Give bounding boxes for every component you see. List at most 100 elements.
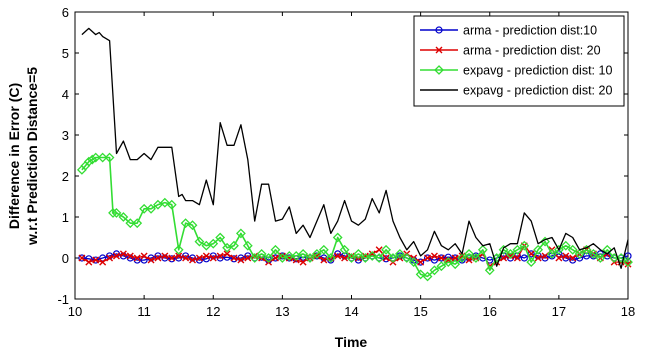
data-point: [270, 244, 281, 255]
data-point: [182, 254, 190, 262]
data-point: [360, 253, 371, 263]
data-point: [299, 258, 307, 266]
data-point: [348, 252, 355, 260]
data-point: [140, 256, 148, 264]
y-tick-label: -1: [57, 292, 69, 307]
data-point: [305, 253, 315, 263]
data-point: [223, 250, 231, 258]
data-point: [147, 256, 155, 264]
data-point: [263, 253, 274, 263]
y-tick-label: 3: [62, 128, 69, 143]
data-point: [244, 254, 252, 262]
data-point: [106, 254, 114, 262]
data-point: [417, 258, 425, 266]
data-point: [560, 240, 571, 251]
data-point: [146, 203, 156, 214]
data-point: [505, 248, 516, 259]
data-point: [437, 254, 445, 262]
data-point: [154, 254, 162, 262]
data-point: [325, 253, 336, 263]
x-axis: 10 11 12 13 14 15 16 17 18: [68, 12, 635, 319]
data-point: [284, 251, 295, 261]
data-point: [126, 252, 134, 260]
data-point: [429, 265, 440, 276]
x-tick-label: 15: [413, 304, 427, 319]
data-point: [353, 248, 364, 259]
data-point: [320, 256, 328, 264]
data-point: [230, 254, 238, 262]
data-point: [90, 152, 101, 163]
legend: arma - prediction dist:10 arma - predicti…: [413, 15, 625, 107]
data-point: [168, 254, 176, 262]
data-point: [215, 232, 226, 243]
data-point: [422, 271, 433, 282]
data-point: [139, 203, 150, 214]
data-point: [242, 240, 253, 251]
data-point: [78, 254, 86, 262]
y-axis-label-line2: w.r.t Prediction Distance=5: [24, 67, 40, 246]
legend-entry: arma - prediction dist: 20: [420, 44, 601, 58]
data-point: [500, 254, 508, 262]
data-point: [389, 254, 397, 262]
data-point: [237, 256, 245, 264]
data-point: [175, 252, 183, 260]
data-point: [168, 255, 176, 263]
data-point: [464, 248, 474, 259]
data-point: [161, 252, 169, 260]
data-point: [92, 256, 100, 264]
legend-entry: expavg - prediction dist: 10: [420, 64, 612, 78]
data-point: [271, 254, 279, 262]
y-tick-label: 0: [62, 251, 69, 266]
data-point: [334, 252, 342, 260]
data-point: [201, 240, 212, 251]
data-point: [512, 244, 523, 255]
data-point: [189, 256, 197, 264]
data-point: [408, 257, 419, 268]
data-point: [118, 212, 129, 222]
data-point: [465, 256, 473, 264]
data-point: [498, 244, 509, 255]
data-point: [458, 252, 466, 260]
data-point: [318, 244, 329, 255]
x-tick-label: 12: [206, 304, 220, 319]
data-point: [332, 232, 343, 243]
data-point: [104, 152, 115, 163]
y-tick-label: 6: [62, 5, 69, 20]
legend-entry: expavg - prediction dist: 20: [420, 84, 612, 98]
data-point: [403, 254, 411, 262]
data-point: [159, 197, 170, 208]
y-axis-label-line1: Difference in Error (C): [6, 83, 22, 229]
data-point: [534, 254, 542, 262]
y-tick-label: 2: [62, 169, 69, 184]
data-point: [277, 253, 288, 263]
data-point: [298, 248, 309, 259]
data-point: [437, 254, 445, 262]
data-point: [249, 253, 260, 263]
data-point: [382, 254, 390, 262]
data-point: [187, 220, 198, 231]
data-point: [569, 254, 577, 262]
data-point: [291, 251, 302, 261]
data-point: [346, 253, 357, 263]
data-point: [477, 244, 488, 255]
data-point: [424, 254, 432, 262]
data-point: [367, 251, 378, 261]
x-tick-label: 14: [344, 304, 358, 319]
data-point: [471, 253, 481, 263]
legend-label: expavg - prediction dist: 10: [463, 64, 612, 78]
data-point: [153, 199, 163, 210]
data-point: [567, 244, 578, 255]
x-tick-label: 17: [552, 304, 566, 319]
legend-marker: [435, 26, 443, 34]
data-point: [132, 218, 143, 229]
data-point: [99, 258, 107, 266]
data-point: [430, 252, 438, 260]
series-3: [76, 152, 633, 282]
legend-label: expavg - prediction dist: 20: [463, 84, 612, 98]
data-point: [119, 250, 127, 258]
data-point: [415, 269, 426, 280]
legend-marker: [435, 46, 443, 54]
data-point: [125, 218, 136, 229]
legend-box: [413, 15, 625, 107]
